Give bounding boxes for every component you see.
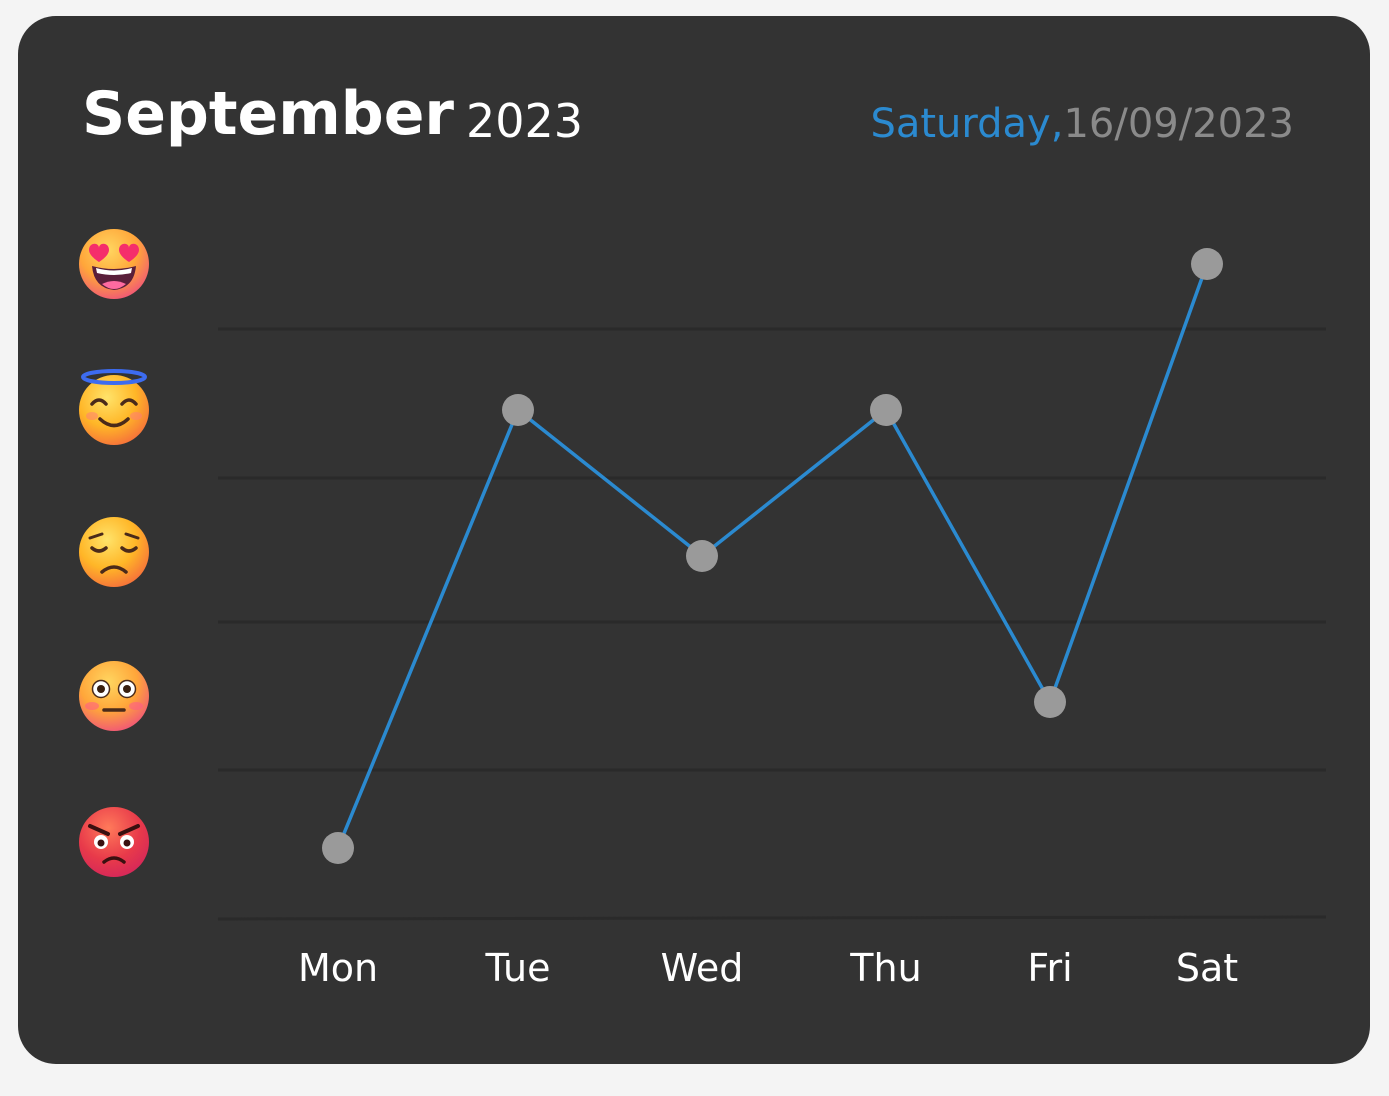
series-layer <box>322 248 1223 864</box>
x-tick-label: Fri <box>1027 946 1072 990</box>
data-point-mon[interactable] <box>322 832 354 864</box>
weekday-label: Saturday <box>870 101 1051 147</box>
pensive-face-icon <box>79 517 149 587</box>
data-point-sat[interactable] <box>1191 248 1223 280</box>
mood-chart-card: September 2023 Saturday,16/09/2023 <box>18 16 1370 1064</box>
date-separator: , <box>1050 101 1064 147</box>
mood-axis <box>79 229 149 877</box>
x-tick-label: Thu <box>849 946 921 990</box>
current-date: Saturday,16/09/2023 <box>870 104 1294 144</box>
x-tick-label: Wed <box>661 946 744 990</box>
month-title: September <box>82 79 454 149</box>
date-label: 16/09/2023 <box>1063 101 1294 147</box>
data-point-fri[interactable] <box>1034 686 1066 718</box>
data-point-wed[interactable] <box>686 540 718 572</box>
x-axis-labels: Mon Tue Wed Thu Fri Sat <box>298 946 1238 990</box>
mood-series-line <box>336 263 1209 849</box>
year-label: 2023 <box>466 94 584 148</box>
data-point-tue[interactable] <box>502 394 534 426</box>
angry-face-icon <box>79 807 149 877</box>
x-tick-label: Tue <box>485 946 551 990</box>
data-point-thu[interactable] <box>870 394 902 426</box>
x-tick-label: Mon <box>298 946 378 990</box>
heart-eyes-face-icon <box>79 229 149 299</box>
gridlines <box>217 327 1327 921</box>
smiling-face-with-halo-icon <box>79 369 149 445</box>
x-tick-label: Sat <box>1176 946 1238 990</box>
x-axis-line <box>217 915 1327 921</box>
flushed-face-icon <box>79 661 149 731</box>
